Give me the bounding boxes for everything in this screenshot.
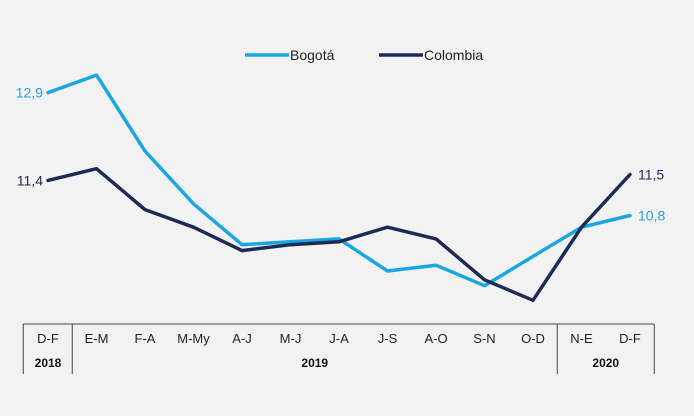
x-tick-label: M-My xyxy=(177,331,210,346)
x-tick-label: A-O xyxy=(424,331,447,346)
x-tick-label: S-N xyxy=(473,331,495,346)
legend-label: Bogotá xyxy=(290,47,335,63)
year-label: 2020 xyxy=(592,356,619,370)
x-tick-label: N-E xyxy=(570,331,593,346)
data-label: 11,5 xyxy=(638,167,664,183)
series-line xyxy=(46,73,632,288)
legend-label: Colombia xyxy=(424,47,483,63)
legend: Bogotá Colombia xyxy=(245,47,483,63)
x-tick-label: D-F xyxy=(37,331,59,346)
x-tick-label: D-F xyxy=(619,331,641,346)
x-tick-label: J-A xyxy=(329,331,349,346)
x-tick-label: E-M xyxy=(85,331,109,346)
x-tick-label: F-A xyxy=(135,331,156,346)
year-label: 2018 xyxy=(35,356,62,370)
data-label: 11,4 xyxy=(17,172,43,188)
series-layer xyxy=(46,73,632,303)
data-labels: 12,9 11,4 11,5 10,8 xyxy=(16,85,666,224)
data-label: 12,9 xyxy=(16,85,43,101)
year-label: 2019 xyxy=(301,356,328,370)
x-tick-label: J-S xyxy=(378,331,398,346)
x-tick-label: A-J xyxy=(232,331,252,346)
series-line xyxy=(46,166,632,303)
data-label: 10,8 xyxy=(638,207,665,223)
x-tick-label: O-D xyxy=(521,331,545,346)
x-tick-label: M-J xyxy=(280,331,302,346)
